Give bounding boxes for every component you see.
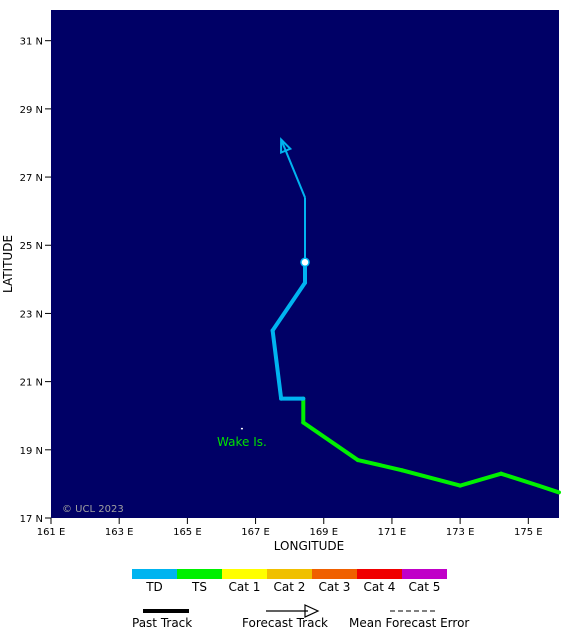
- past-track-segment: [270, 328, 284, 401]
- x-tick-label: 165 E: [173, 527, 202, 538]
- legend-label: Cat 2: [273, 580, 306, 594]
- y-tick-label: 17 N: [20, 514, 43, 525]
- legend-label: TS: [192, 580, 207, 594]
- past-track-segment: [400, 468, 463, 488]
- island-marker: [240, 427, 243, 430]
- past-track-segment: [458, 471, 504, 488]
- mean-error-label: Mean Forecast Error: [349, 616, 470, 630]
- legend-swatch: [267, 569, 312, 579]
- forecast-arrowhead-icon: [280, 137, 293, 155]
- y-tick-label: 31 N: [20, 37, 43, 48]
- current-position-marker: [300, 257, 310, 268]
- past-track-label: Past Track: [132, 616, 193, 630]
- y-tick-label: 29 N: [20, 105, 43, 116]
- y-tick-label: 21 N: [20, 378, 43, 389]
- forecast-arrow-icon: [304, 604, 320, 618]
- past-track-segment: [499, 471, 541, 488]
- past-track-segment: [270, 280, 307, 333]
- x-tick-label: 171 E: [378, 527, 407, 538]
- legend-label: Cat 5: [408, 580, 441, 594]
- y-tick-label: 27 N: [20, 173, 43, 184]
- x-tick-label: 169 E: [309, 527, 338, 538]
- storm-tracks: [240, 137, 561, 495]
- forecast-track-segment: [280, 139, 306, 198]
- legend-swatch: [132, 569, 177, 579]
- legend-label: Cat 4: [363, 580, 396, 594]
- past-track-segment: [355, 458, 405, 473]
- legend-label: Cat 1: [228, 580, 261, 594]
- legend-swatch: [402, 569, 447, 579]
- forecast-track-label: Forecast Track: [242, 616, 328, 630]
- x-tick-label: 175 E: [514, 527, 543, 538]
- legend-label: Cat 3: [318, 580, 351, 594]
- legend-label: TD: [146, 580, 163, 594]
- legend-swatch: [357, 569, 402, 579]
- past-track-segment: [301, 420, 360, 463]
- y-tick-label: 23 N: [20, 309, 43, 320]
- y-tick-label: 19 N: [20, 446, 43, 457]
- x-axis-title: LONGITUDE: [274, 539, 344, 553]
- legend-swatch: [312, 569, 357, 579]
- place-label: Wake Is.: [217, 435, 267, 449]
- axis-ticks: 161 E 163 E 165 E 167 E 169 E 171 E 173 E 175 E…: [20, 37, 543, 538]
- y-tick-label: 25 N: [20, 241, 43, 252]
- x-tick-label: 163 E: [105, 527, 134, 538]
- legend-swatch: [177, 569, 222, 579]
- past-track-segment: [536, 483, 561, 495]
- legend-swatch: [222, 569, 267, 579]
- x-tick-label: 161 E: [37, 527, 66, 538]
- x-tick-label: 167 E: [241, 527, 270, 538]
- y-axis-title: LATITUDE: [1, 235, 15, 293]
- x-tick-label: 173 E: [446, 527, 475, 538]
- copyright-credit: © UCL 2023: [62, 504, 124, 515]
